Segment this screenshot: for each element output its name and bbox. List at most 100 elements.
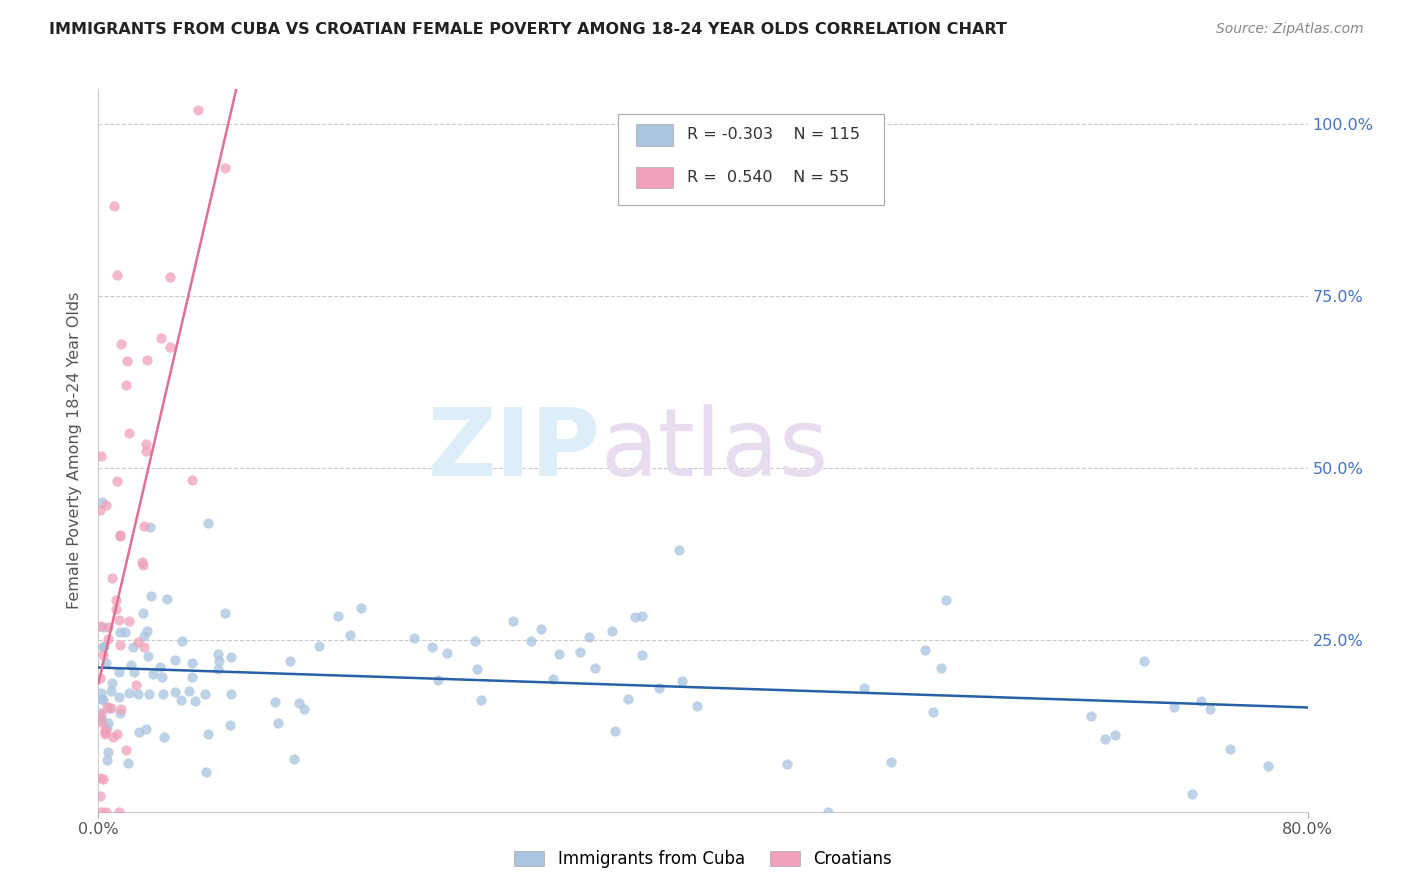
Point xyxy=(105,268,128,282)
Point xyxy=(935,592,957,607)
Point xyxy=(94,498,117,512)
Point xyxy=(328,609,350,624)
Point xyxy=(775,756,797,771)
Point xyxy=(89,771,111,785)
Point xyxy=(1132,654,1154,668)
Point xyxy=(184,694,207,708)
Point xyxy=(96,753,118,767)
Point xyxy=(914,642,936,657)
Text: R = -0.303    N = 115: R = -0.303 N = 115 xyxy=(688,128,860,142)
Text: IMMIGRANTS FROM CUBA VS CROATIAN FEMALE POVERTY AMONG 18-24 YEAR OLDS CORRELATIO: IMMIGRANTS FROM CUBA VS CROATIAN FEMALE … xyxy=(49,22,1007,37)
Point xyxy=(583,661,606,675)
Point xyxy=(136,624,159,638)
Point xyxy=(94,727,117,741)
Point xyxy=(96,805,118,819)
Point xyxy=(100,684,122,698)
Point xyxy=(118,426,141,441)
Point xyxy=(89,502,111,516)
Point xyxy=(172,634,194,648)
Point xyxy=(292,702,315,716)
Point xyxy=(108,625,131,640)
Point xyxy=(136,352,159,367)
Point xyxy=(90,449,112,463)
Text: R =  0.540    N = 55: R = 0.540 N = 55 xyxy=(688,169,849,185)
Point xyxy=(1189,694,1212,708)
Point xyxy=(96,721,118,735)
Point xyxy=(139,519,162,533)
Point xyxy=(90,495,112,509)
Point xyxy=(132,606,155,620)
Point xyxy=(280,654,302,668)
Y-axis label: Female Poverty Among 18-24 Year Olds: Female Poverty Among 18-24 Year Olds xyxy=(67,292,83,609)
Point xyxy=(671,673,693,688)
Point xyxy=(853,681,876,695)
Point xyxy=(91,640,114,654)
Point xyxy=(135,722,157,736)
Point xyxy=(219,718,242,732)
Point xyxy=(90,685,112,699)
Point xyxy=(1181,788,1204,802)
Point xyxy=(195,765,218,780)
Point xyxy=(214,161,236,175)
Point xyxy=(142,666,165,681)
Point xyxy=(90,805,112,819)
Point xyxy=(101,731,124,745)
Point xyxy=(132,519,155,533)
Point xyxy=(114,625,136,640)
Point xyxy=(339,628,361,642)
Point xyxy=(100,700,122,714)
Point xyxy=(163,652,186,666)
Point xyxy=(668,543,690,558)
Point xyxy=(91,693,114,707)
Point xyxy=(1219,742,1241,756)
Point xyxy=(170,692,193,706)
Point xyxy=(93,639,115,653)
Point xyxy=(97,632,120,646)
Point xyxy=(152,731,174,745)
Point xyxy=(263,696,285,710)
Point xyxy=(107,613,129,627)
Point xyxy=(181,656,204,670)
Point xyxy=(107,805,129,819)
Point xyxy=(219,687,242,701)
Point xyxy=(602,624,624,639)
Point xyxy=(127,635,149,649)
Point xyxy=(1163,699,1185,714)
Point xyxy=(470,693,492,707)
Point xyxy=(288,696,311,710)
Point xyxy=(118,614,141,628)
Point xyxy=(138,687,160,701)
Bar xyxy=(637,167,672,188)
Point xyxy=(105,593,128,607)
Point xyxy=(101,571,124,585)
Point xyxy=(132,558,155,572)
Point xyxy=(134,629,156,643)
Point xyxy=(104,602,127,616)
Point xyxy=(94,657,117,671)
Point xyxy=(149,331,172,345)
Text: Source: ZipAtlas.com: Source: ZipAtlas.com xyxy=(1216,22,1364,37)
Point xyxy=(880,755,903,769)
Point xyxy=(89,671,111,685)
Point xyxy=(502,614,524,628)
Point xyxy=(214,606,236,620)
Point xyxy=(105,475,128,489)
Point xyxy=(89,706,111,720)
Point xyxy=(197,727,219,741)
Point xyxy=(1199,702,1222,716)
Point xyxy=(94,723,117,737)
Point xyxy=(94,725,117,739)
Point xyxy=(624,610,647,624)
Point xyxy=(578,630,600,644)
Point xyxy=(197,516,219,530)
Point xyxy=(187,103,209,117)
Point xyxy=(208,654,231,668)
Point xyxy=(139,589,162,603)
Point xyxy=(89,789,111,803)
Point xyxy=(630,648,652,662)
Point xyxy=(131,555,153,569)
Point xyxy=(929,661,952,675)
Point xyxy=(90,706,112,721)
Point xyxy=(520,634,543,648)
Point xyxy=(108,638,131,652)
